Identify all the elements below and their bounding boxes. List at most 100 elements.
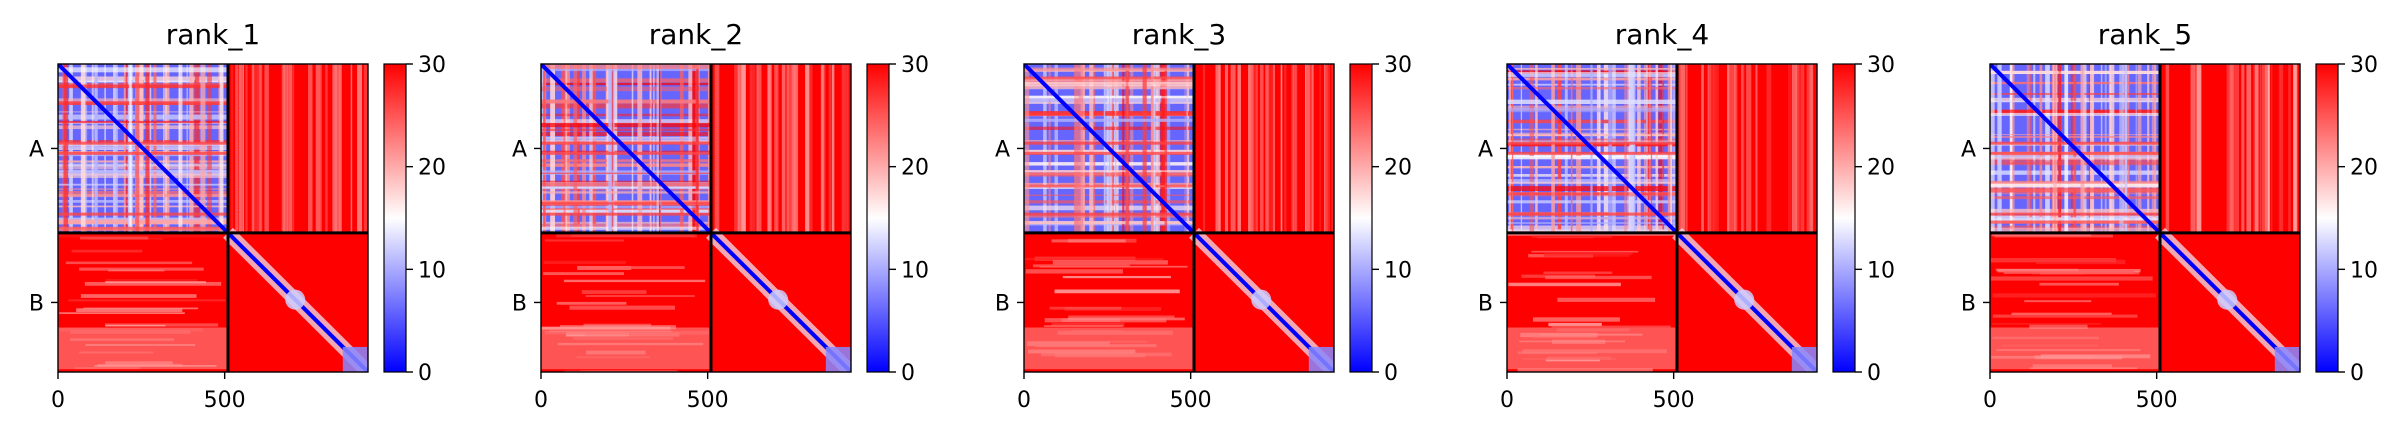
block-A-A-stripe — [1130, 64, 1134, 233]
block-A-A-stripe — [1551, 64, 1555, 233]
block-B-A-streak — [105, 324, 166, 327]
block-A-A-stripe — [1114, 64, 1119, 233]
colorbar-tick-label: 20 — [1384, 156, 1412, 181]
block-A-A-stripe — [200, 64, 206, 233]
y-tick-label: A — [512, 137, 527, 162]
block-A-A-stripe — [2109, 64, 2115, 233]
block-B-A-streak — [1991, 276, 2153, 281]
block-A-A-stripe — [129, 64, 132, 233]
block-A-B-streak — [831, 64, 835, 233]
block-A-A-stripe — [2151, 64, 2157, 233]
colorbar-tick-label: 10 — [2350, 258, 2378, 283]
block-A-A-stripe — [1990, 160, 2160, 166]
x-tick-label: 500 — [1170, 388, 1212, 413]
block-A-B-streak — [2241, 64, 2245, 233]
axes-frame — [57, 63, 369, 373]
block-A-A-stripe — [58, 173, 228, 178]
heatmap — [1507, 64, 1817, 372]
block-A-B-streak — [1292, 64, 1295, 233]
diagonal-A — [1507, 64, 1679, 235]
block-B-A-streak — [76, 308, 183, 313]
block-B-A-streak — [1052, 260, 1168, 265]
block-B-A-streak — [571, 232, 695, 237]
block-B-A-streak — [1557, 297, 1656, 302]
block-A-A-stripe — [1024, 77, 1194, 82]
block-A-A-stripe — [1054, 64, 1058, 233]
colorbar-tick-label: 30 — [418, 53, 446, 78]
block-A-B-streak — [1272, 64, 1275, 233]
block-A-A-stripe — [2064, 64, 2069, 233]
domain-B-end — [1791, 346, 1817, 372]
block-A-B-streak — [734, 64, 739, 233]
block-A-B-streak — [1284, 64, 1287, 233]
block-B-A-streak — [84, 281, 222, 286]
block-A-A-stripe — [541, 223, 711, 229]
block-A-A-stripe — [656, 64, 659, 233]
block-A-A-stripe — [541, 99, 711, 104]
block-A-A-stripe — [58, 160, 228, 163]
block-A-A-stripe — [1103, 64, 1106, 233]
colorbar-tick-label: 0 — [2350, 361, 2364, 386]
block-A-A-stripe — [2104, 64, 2107, 233]
y-tick-label: B — [995, 291, 1010, 316]
domain-B-mid — [1251, 289, 1272, 310]
axes-frame — [1989, 63, 2301, 373]
block-B-A-streak — [1062, 275, 1171, 279]
block-A-A-stripe — [1122, 64, 1125, 233]
block-A-A-stripe — [58, 219, 228, 225]
block-B-A-streak — [2029, 324, 2088, 329]
domain-B-mid — [768, 289, 789, 310]
colorbar-tick-label: 30 — [1867, 53, 1895, 78]
block-A-A-stripe — [653, 64, 655, 233]
block-A-A-stripe — [1603, 64, 1609, 233]
block-A-A-stripe — [145, 64, 150, 233]
block-A-B-streak — [1755, 64, 1758, 233]
block-A-A-stripe — [541, 159, 711, 163]
block-A-A-stripe — [58, 212, 228, 216]
block-A-A-stripe — [541, 180, 711, 182]
block-A-A-stripe — [1507, 141, 1677, 145]
colorbar-tick-label: 0 — [901, 361, 915, 386]
block-B-A-streak — [1025, 269, 1123, 274]
block-B-A-streak — [1537, 236, 1594, 239]
block-A-A-stripe — [560, 64, 565, 233]
block-A-B-streak — [2264, 64, 2268, 233]
block-A-A-stripe — [1612, 64, 1616, 233]
block-A-B-streak — [252, 64, 257, 233]
block-A-A-stripe — [1990, 187, 2160, 193]
colorbar-frame — [866, 63, 890, 373]
block-A-B-streak — [805, 64, 810, 233]
block-B-A-streak — [65, 261, 193, 265]
block-B-A-streak — [563, 279, 706, 283]
block-A-A-stripe — [2070, 64, 2073, 233]
block-B-A-streak — [556, 301, 627, 305]
block-A-A-stripe — [2058, 64, 2062, 233]
block-B-A-streak — [1992, 293, 2156, 298]
block-A-A-stripe — [631, 64, 634, 233]
block-A-A-stripe — [541, 132, 711, 137]
block-A-A-stripe — [2100, 64, 2103, 233]
block-A-A-stripe — [1557, 64, 1562, 233]
block-A-B-streak — [242, 64, 245, 233]
block-A-B-streak — [1713, 64, 1716, 233]
chart-title: rank_5 — [2098, 18, 2192, 51]
block-A-B-streak — [363, 64, 368, 233]
block-B-A-patch — [1507, 327, 1677, 370]
block-A-A-stripe — [178, 64, 183, 233]
block-A-A-stripe — [1535, 64, 1538, 233]
block-A-A-stripe — [2033, 64, 2036, 233]
colorbar — [2316, 64, 2338, 372]
block-A-A-stripe — [58, 194, 228, 198]
panel-rank_4: rank_4 0 500 A B 0 10 20 30 — [1478, 18, 1895, 413]
block-A-B-streak — [1215, 64, 1220, 233]
block-B-A-streak — [1532, 317, 1620, 322]
block-A-A-stripe — [1509, 64, 1514, 233]
colorbar-tick-label: 0 — [418, 361, 432, 386]
block-B-A-streak — [559, 325, 677, 330]
block-B-A-streak — [1044, 318, 1167, 323]
x-tick-label: 0 — [1017, 388, 1031, 413]
block-A-A-stripe — [541, 208, 711, 214]
block-A-A-stripe — [589, 64, 593, 233]
block-A-B-streak — [1701, 64, 1704, 233]
block-A-A-stripe — [2147, 64, 2150, 233]
